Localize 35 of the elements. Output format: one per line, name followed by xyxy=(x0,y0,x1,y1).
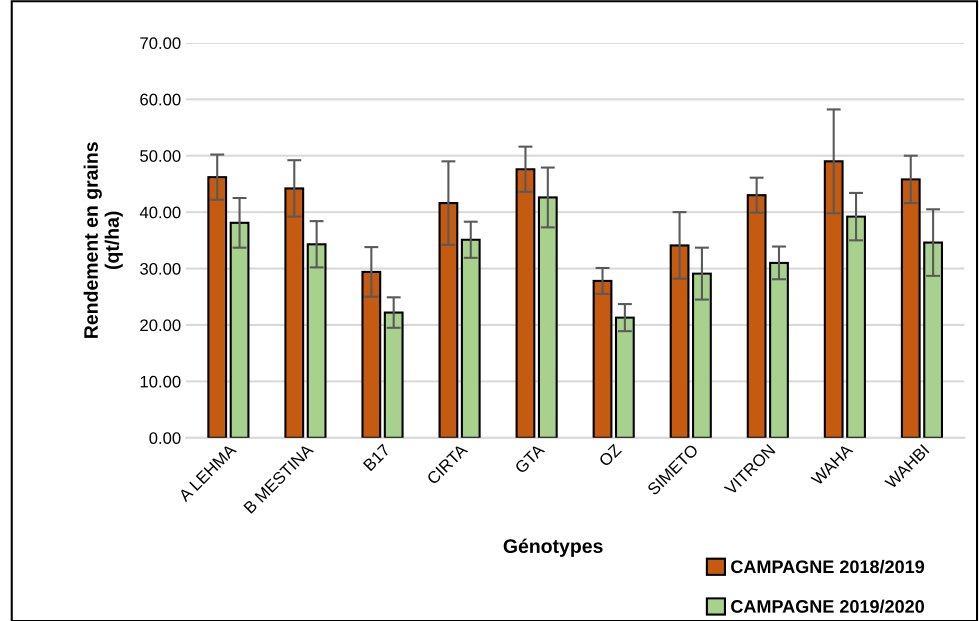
bar xyxy=(614,316,635,438)
x-tick-label: OZ xyxy=(598,443,622,468)
bar xyxy=(900,178,921,438)
bar xyxy=(846,216,866,438)
x-tick-label: GTA xyxy=(514,443,546,474)
y-tick-label: 70.00 xyxy=(140,37,180,50)
y-tick-label: 30.00 xyxy=(140,262,180,275)
bar xyxy=(769,262,789,438)
bar xyxy=(824,160,844,438)
y-tick-label: 50.00 xyxy=(140,150,180,162)
bar xyxy=(746,194,767,438)
x-axis-title: Génotypes xyxy=(504,538,603,557)
x-tick-label: B17 xyxy=(362,444,390,472)
legend-label: CAMPAGNE 2019/2020 xyxy=(731,600,924,614)
y-tick-label: 0.00 xyxy=(149,432,180,444)
bar xyxy=(592,280,612,438)
bar xyxy=(284,187,304,438)
bar xyxy=(538,196,558,438)
bar xyxy=(438,202,458,438)
legend-label: CAMPAGNE 2018/2019 xyxy=(731,560,924,574)
bar xyxy=(384,312,404,438)
y-tick-label: 20.00 xyxy=(140,319,180,332)
y-tick-label: 60.00 xyxy=(140,94,180,106)
bar xyxy=(670,244,690,438)
bar xyxy=(923,242,944,438)
bar xyxy=(306,243,327,438)
bar xyxy=(516,168,536,438)
bar xyxy=(230,222,250,438)
y-tick-label: 10.00 xyxy=(140,376,180,388)
y-tick-label: 40.00 xyxy=(140,206,180,218)
bar xyxy=(692,272,712,438)
bar xyxy=(460,238,481,438)
y-axis-title: Rendement en grains (qt/ha) xyxy=(84,142,123,338)
bar xyxy=(207,176,228,438)
bar xyxy=(361,270,382,438)
